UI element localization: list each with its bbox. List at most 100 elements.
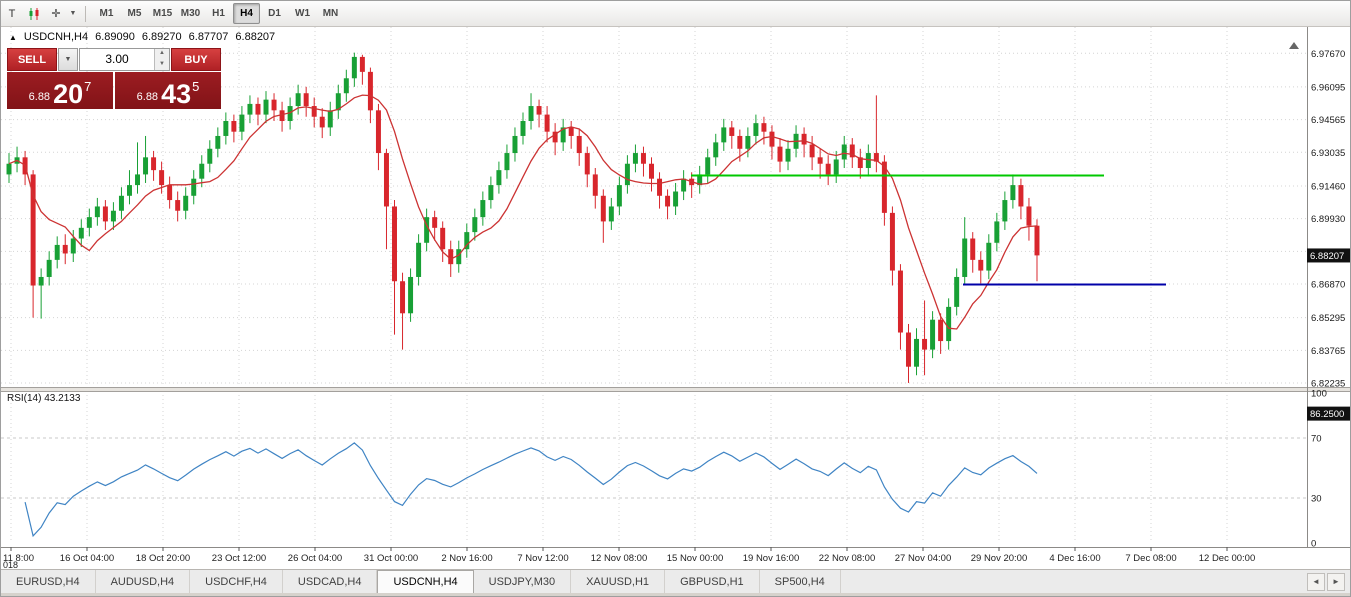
volume-spin-up-icon[interactable]: ▲: [155, 49, 169, 60]
tab-usdjpy-m30[interactable]: USDJPY,M30: [474, 570, 572, 593]
timeframe-h1[interactable]: H1: [212, 8, 225, 19]
sell-price-big: 20: [53, 79, 84, 109]
candle-body: [239, 114, 245, 132]
candle-body: [889, 212, 895, 271]
candle-body: [1018, 185, 1024, 207]
pane-separator[interactable]: [1, 387, 1351, 391]
candle-body: [54, 244, 60, 260]
buy-price-box[interactable]: 6.88 43 5: [115, 72, 221, 109]
candle-body: [833, 159, 839, 175]
tab-xauusd-h1[interactable]: XAUUSD,H1: [571, 570, 666, 593]
volume-input[interactable]: 3.00 ▲ ▼: [79, 48, 170, 71]
candle-body: [448, 249, 454, 265]
candle-body: [295, 93, 301, 107]
buy-button[interactable]: BUY: [171, 48, 221, 71]
tabs-scroll-right-icon[interactable]: ►: [1327, 572, 1345, 591]
volume-dropdown-icon[interactable]: ▼: [58, 48, 78, 71]
candle-body: [841, 144, 847, 160]
candle-body: [528, 106, 534, 122]
candle-body: [657, 178, 663, 196]
time-tick-label: 31 Oct 00:00: [364, 553, 418, 564]
symbol-tab-bar: EURUSD,H4 AUDUSD,H4 USDCHF,H4 USDCAD,H4 USDC…: [1, 569, 1350, 593]
rsi-scale-label: 70: [1311, 434, 1322, 445]
candle-body: [962, 238, 968, 277]
tab-usdchf-h4[interactable]: USDCHF,H4: [190, 570, 283, 593]
candle-body: [777, 146, 783, 162]
candle-body: [143, 157, 149, 175]
tab-audusd-h4[interactable]: AUDUSD,H4: [96, 570, 191, 593]
candle-body: [472, 217, 478, 233]
timeframe-m15[interactable]: M15: [152, 8, 173, 19]
tab-eurusd-h4[interactable]: EURUSD,H4: [1, 570, 96, 593]
one-click-trading-panel: SELL ▼ 3.00 ▲ ▼ BUY 6.88 20 7 6.88 43 5: [7, 48, 221, 109]
timeframe-m1[interactable]: M1: [99, 8, 114, 19]
candle-body: [199, 163, 205, 179]
candle-body: [400, 281, 406, 314]
candle-body: [600, 195, 606, 222]
price-tick-label: 6.89930: [1311, 214, 1345, 225]
chart-type-icon[interactable]: [24, 4, 44, 24]
candle-body: [914, 338, 920, 367]
candle-body: [697, 174, 703, 186]
window-bottom-edge: [1, 593, 1350, 596]
timeframe-h4[interactable]: H4: [233, 3, 260, 24]
price-chart[interactable]: 6.97670 6.96095 6.94565 6.93035 6.91460 6.899…: [1, 27, 1351, 569]
time-tick-label: 19 Nov 16:00: [743, 553, 800, 564]
ohlc-close: 6.88207: [235, 31, 276, 43]
timeframe-m5[interactable]: M5: [127, 8, 142, 19]
candle-body: [183, 195, 189, 211]
candle-body: [231, 121, 237, 132]
chart-expand-icon[interactable]: ▲: [9, 32, 17, 42]
moving-average-line: [8, 94, 1038, 330]
tab-usdcnh-h4[interactable]: USDCNH,H4: [377, 570, 474, 593]
candle-body: [102, 206, 108, 222]
timeframe-mn[interactable]: MN: [322, 8, 339, 19]
caret-down-icon[interactable]: ▼: [69, 10, 77, 17]
price-tick-label: 6.86870: [1311, 280, 1345, 291]
crosshair-icon[interactable]: ✛: [51, 8, 61, 20]
candle-body: [223, 121, 229, 136]
price-tick-label: 6.94565: [1311, 115, 1345, 126]
rsi-line: [24, 442, 1038, 538]
sell-button[interactable]: SELL: [7, 48, 57, 71]
rsi-scale-label: 0: [1311, 539, 1316, 550]
price-tick-label: 6.85295: [1311, 313, 1345, 324]
candle-body: [624, 163, 630, 186]
timeframe-w1[interactable]: W1: [295, 8, 310, 19]
tabs-scroll-left-icon[interactable]: ◄: [1307, 572, 1325, 591]
candle-body: [504, 153, 510, 171]
candle-body: [408, 276, 414, 314]
sell-price-box[interactable]: 6.88 20 7: [7, 72, 113, 109]
tab-sp500-h4[interactable]: SP500,H4: [760, 570, 841, 593]
candle-body: [215, 135, 221, 149]
candle-body: [456, 249, 462, 265]
candle-body: [649, 163, 654, 179]
candle-body: [6, 163, 12, 175]
candle-body: [38, 276, 44, 286]
chart-header: ▲ USDCNH,H4 6.89090 6.89270 6.87707 6.88…: [9, 31, 275, 43]
time-tick-label: 23 Oct 12:00: [212, 553, 266, 564]
tab-gbpusd-h1[interactable]: GBPUSD,H1: [665, 570, 760, 593]
candle-body: [897, 270, 903, 333]
candle-body: [279, 110, 285, 122]
candle-body: [608, 206, 614, 222]
candle-body: [480, 200, 486, 218]
timeframe-m30[interactable]: M30: [180, 8, 201, 19]
timeframe-d1[interactable]: D1: [268, 8, 281, 19]
text-tool-icon[interactable]: T: [8, 7, 16, 20]
candle-body: [817, 157, 823, 164]
candle-body: [721, 127, 727, 143]
rsi-scale-label: 100: [1311, 389, 1327, 400]
candle-body: [207, 148, 213, 164]
candle-body: [970, 238, 976, 260]
candle-body: [432, 217, 438, 228]
volume-spin-down-icon[interactable]: ▼: [155, 59, 169, 70]
time-tick-label: 12 Nov 08:00: [591, 553, 648, 564]
price-tick-label: 6.82235: [1311, 379, 1345, 390]
ohlc-high: 6.89270: [141, 31, 182, 43]
tab-usdcad-h4[interactable]: USDCAD,H4: [283, 570, 378, 593]
volume-value[interactable]: 3.00: [105, 52, 129, 66]
chart-shift-marker[interactable]: [1289, 42, 1299, 49]
candle-body: [159, 170, 165, 186]
